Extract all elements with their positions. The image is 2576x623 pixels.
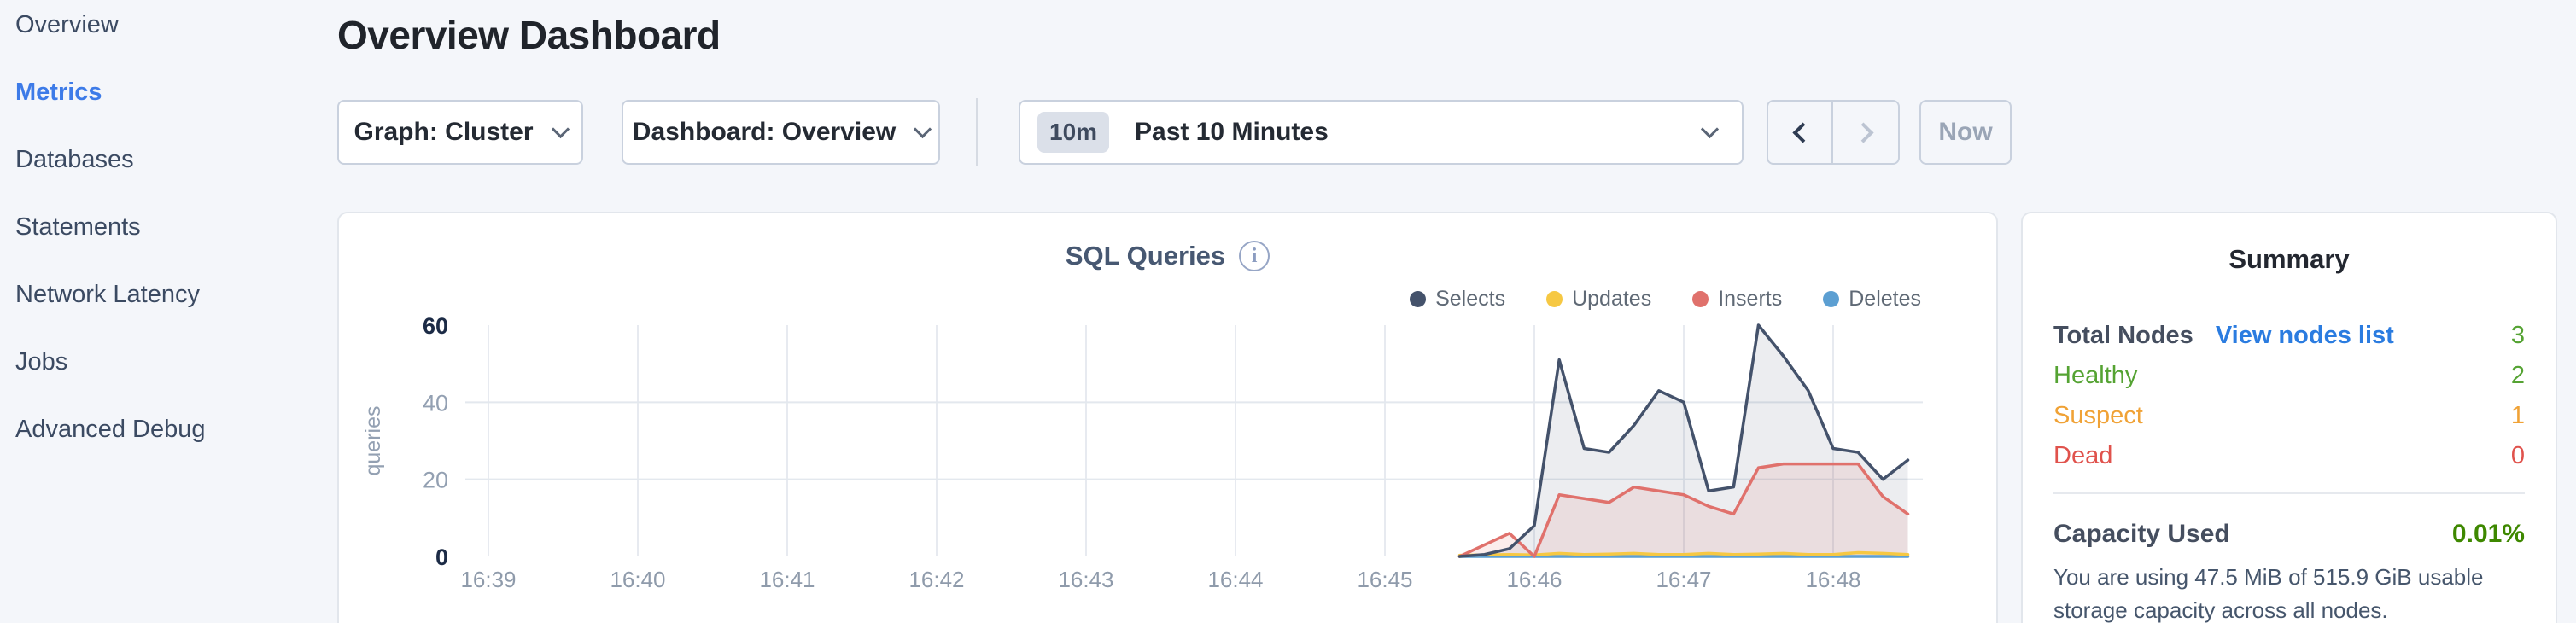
chart-legend: Selects Updates Inserts Deletes	[1410, 287, 1921, 312]
status-label: Dead	[2053, 441, 2113, 469]
capacity-used-label: Capacity Used	[2053, 520, 2230, 548]
sidebar-item-metrics[interactable]: Metrics	[15, 78, 102, 106]
legend-label: Updates	[1572, 287, 1652, 311]
chevron-left-icon	[1791, 121, 1814, 143]
capacity-description: You are using 47.5 MiB of 515.9 GiB usab…	[2053, 564, 2484, 623]
step-forward-button[interactable]	[1833, 102, 1898, 163]
capacity-used-value: 0.01%	[2451, 520, 2525, 548]
svg-text:16:41: 16:41	[759, 567, 815, 592]
chevron-right-icon	[1852, 121, 1874, 143]
svg-text:queries: queries	[361, 406, 385, 476]
graph-selector-dropdown[interactable]: Graph: Cluster	[337, 100, 583, 165]
svg-text:0: 0	[435, 544, 448, 570]
sidebar-item-network-latency[interactable]: Network Latency	[15, 280, 200, 308]
total-nodes-row: Total Nodes View nodes list 3	[2053, 321, 2525, 349]
status-row-healthy: Healthy 2	[2053, 361, 2525, 389]
toolbar-divider	[976, 98, 978, 166]
svg-text:16:45: 16:45	[1357, 567, 1412, 592]
time-range-label: Past 10 Minutes	[1135, 118, 1329, 146]
chevron-down-icon	[1700, 119, 1720, 138]
chevron-down-icon	[551, 119, 570, 138]
legend-item-inserts[interactable]: Inserts	[1692, 287, 1782, 312]
view-nodes-list-link[interactable]: View nodes list	[2215, 321, 2394, 349]
svg-text:16:42: 16:42	[908, 567, 964, 592]
sidebar-item-overview[interactable]: Overview	[15, 10, 119, 38]
svg-text:16:47: 16:47	[1656, 567, 1711, 592]
status-row-suspect: Suspect 1	[2053, 401, 2525, 429]
svg-text:60: 60	[423, 313, 448, 339]
svg-text:16:40: 16:40	[610, 567, 665, 592]
page-title: Overview Dashboard	[337, 13, 721, 57]
capacity-row: Capacity Used 0.01%	[2053, 520, 2525, 549]
graph-selector-label: Graph: Cluster	[353, 118, 534, 146]
legend-dot-icon	[1546, 291, 1563, 307]
sql-queries-chart-card: SQL Queries Selects Updates Inserts Deletes…	[337, 212, 1998, 623]
summary-panel: Summary Total Nodes View nodes list 3 He…	[2021, 212, 2557, 623]
now-button[interactable]: Now	[1919, 100, 2012, 165]
info-icon[interactable]	[1239, 241, 1270, 271]
status-label: Healthy	[2053, 361, 2138, 389]
legend-item-selects[interactable]: Selects	[1410, 287, 1505, 312]
legend-dot-icon	[1692, 291, 1709, 307]
summary-title: Summary	[2228, 244, 2350, 274]
sidebar-item-jobs[interactable]: Jobs	[15, 347, 68, 376]
status-value: 1	[2510, 401, 2525, 429]
legend-label: Deletes	[1849, 287, 1921, 311]
step-back-button[interactable]	[1768, 102, 1833, 163]
sidebar-item-statements[interactable]: Statements	[15, 213, 141, 241]
time-step-button-group	[1767, 100, 1900, 165]
sidebar-item-advanced-debug[interactable]: Advanced Debug	[15, 415, 206, 443]
sql-queries-chart: 16:39 16:40 16:41 16:42 16:43 16:44 16:45 16:46…	[361, 313, 1923, 592]
status-value: 0	[2510, 441, 2525, 469]
legend-label: Selects	[1435, 287, 1506, 311]
dashboard-selector-label: Dashboard: Overview	[632, 118, 897, 146]
svg-text:16:39: 16:39	[460, 567, 516, 592]
legend-item-updates[interactable]: Updates	[1546, 287, 1651, 312]
svg-text:16:48: 16:48	[1805, 567, 1860, 592]
svg-text:16:46: 16:46	[1506, 567, 1562, 592]
total-nodes-label: Total Nodes	[2053, 321, 2193, 349]
svg-text:20: 20	[423, 468, 448, 493]
sidebar-item-databases[interactable]: Databases	[15, 145, 134, 173]
time-range-badge: 10m	[1037, 112, 1110, 153]
total-nodes-value: 3	[2510, 321, 2525, 349]
svg-text:40: 40	[423, 390, 448, 416]
toolbar: Graph: Cluster Dashboard: Overview 10m P…	[337, 98, 2557, 166]
svg-text:16:44: 16:44	[1207, 567, 1263, 592]
chevron-down-icon	[914, 119, 932, 138]
legend-dot-icon	[1823, 291, 1840, 307]
sidebar-nav: Overview Metrics Databases Statements Networ…	[15, 10, 323, 482]
status-row-dead: Dead 0	[2053, 441, 2525, 469]
summary-rows: Total Nodes View nodes list 3 Healthy 2 Su…	[2053, 321, 2525, 469]
time-range-dropdown[interactable]: 10m Past 10 Minutes	[1019, 100, 1744, 165]
svg-text:16:43: 16:43	[1058, 567, 1113, 592]
legend-label: Inserts	[1718, 287, 1783, 311]
summary-divider	[2053, 492, 2525, 494]
status-label: Suspect	[2053, 401, 2143, 429]
chart-title: SQL Queries	[1065, 241, 1226, 271]
legend-dot-icon	[1410, 291, 1427, 307]
legend-item-deletes[interactable]: Deletes	[1823, 287, 1921, 312]
dashboard-selector-dropdown[interactable]: Dashboard: Overview	[622, 100, 940, 165]
status-value: 2	[2510, 361, 2525, 389]
chart-header: SQL Queries	[339, 241, 1996, 271]
